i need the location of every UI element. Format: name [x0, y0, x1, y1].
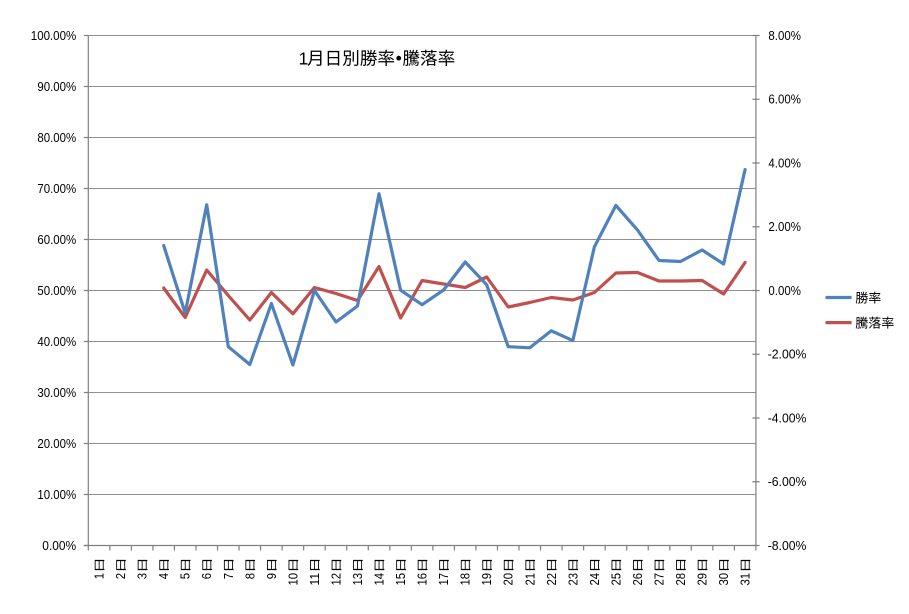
svg-text:60.00%: 60.00% [37, 233, 76, 247]
svg-text:9: 9 [265, 573, 279, 579]
svg-text:31: 31 [739, 573, 753, 586]
svg-text:13: 13 [351, 573, 365, 586]
svg-text:15: 15 [394, 573, 408, 586]
svg-text:27: 27 [653, 573, 667, 586]
svg-text:-4.00%: -4.00% [768, 411, 807, 425]
svg-text:12: 12 [330, 573, 344, 586]
svg-text:8: 8 [243, 573, 257, 579]
svg-text:23: 23 [566, 573, 580, 586]
svg-text:14: 14 [373, 573, 387, 586]
svg-text:11: 11 [308, 573, 322, 586]
svg-text:18: 18 [459, 573, 473, 586]
svg-text:30.00%: 30.00% [37, 386, 76, 400]
svg-text:8.00%: 8.00% [768, 29, 801, 43]
svg-text:29: 29 [696, 573, 710, 586]
svg-text:1: 1 [299, 49, 309, 69]
svg-text:19: 19 [480, 573, 494, 586]
svg-text:50.00%: 50.00% [37, 284, 76, 298]
svg-text:2.00%: 2.00% [768, 220, 801, 234]
svg-text:3: 3 [136, 573, 150, 579]
svg-text:16: 16 [416, 573, 430, 586]
svg-text:6.00%: 6.00% [768, 93, 801, 107]
svg-text:80.00%: 80.00% [37, 131, 76, 145]
svg-text:26: 26 [631, 573, 645, 586]
svg-text:40.00%: 40.00% [37, 335, 76, 349]
svg-text:6: 6 [200, 573, 214, 579]
svg-text:2: 2 [114, 573, 128, 579]
svg-text:0.00%: 0.00% [42, 539, 76, 553]
svg-text:4: 4 [157, 573, 171, 579]
svg-text:7: 7 [222, 573, 236, 579]
svg-text:24: 24 [588, 573, 602, 586]
svg-text:0.00%: 0.00% [768, 284, 801, 298]
svg-text:-8.00%: -8.00% [768, 539, 807, 553]
svg-text:28: 28 [674, 573, 688, 586]
svg-text:100.00%: 100.00% [31, 29, 76, 43]
svg-text:20: 20 [502, 573, 516, 586]
svg-text:30: 30 [717, 573, 731, 586]
svg-text:5: 5 [179, 573, 193, 579]
svg-text:-2.00%: -2.00% [768, 348, 807, 362]
svg-text:70.00%: 70.00% [37, 182, 76, 196]
svg-text:90.00%: 90.00% [37, 80, 76, 94]
svg-text:21: 21 [523, 573, 537, 586]
svg-text:4.00%: 4.00% [768, 156, 801, 170]
svg-text:-6.00%: -6.00% [768, 475, 807, 489]
svg-text:10.00%: 10.00% [37, 488, 76, 502]
svg-text:1: 1 [93, 573, 107, 579]
svg-text:25: 25 [609, 573, 623, 586]
svg-text:10: 10 [286, 573, 300, 586]
svg-text:22: 22 [545, 573, 559, 586]
svg-text:17: 17 [437, 573, 451, 586]
svg-text:20.00%: 20.00% [37, 437, 76, 451]
